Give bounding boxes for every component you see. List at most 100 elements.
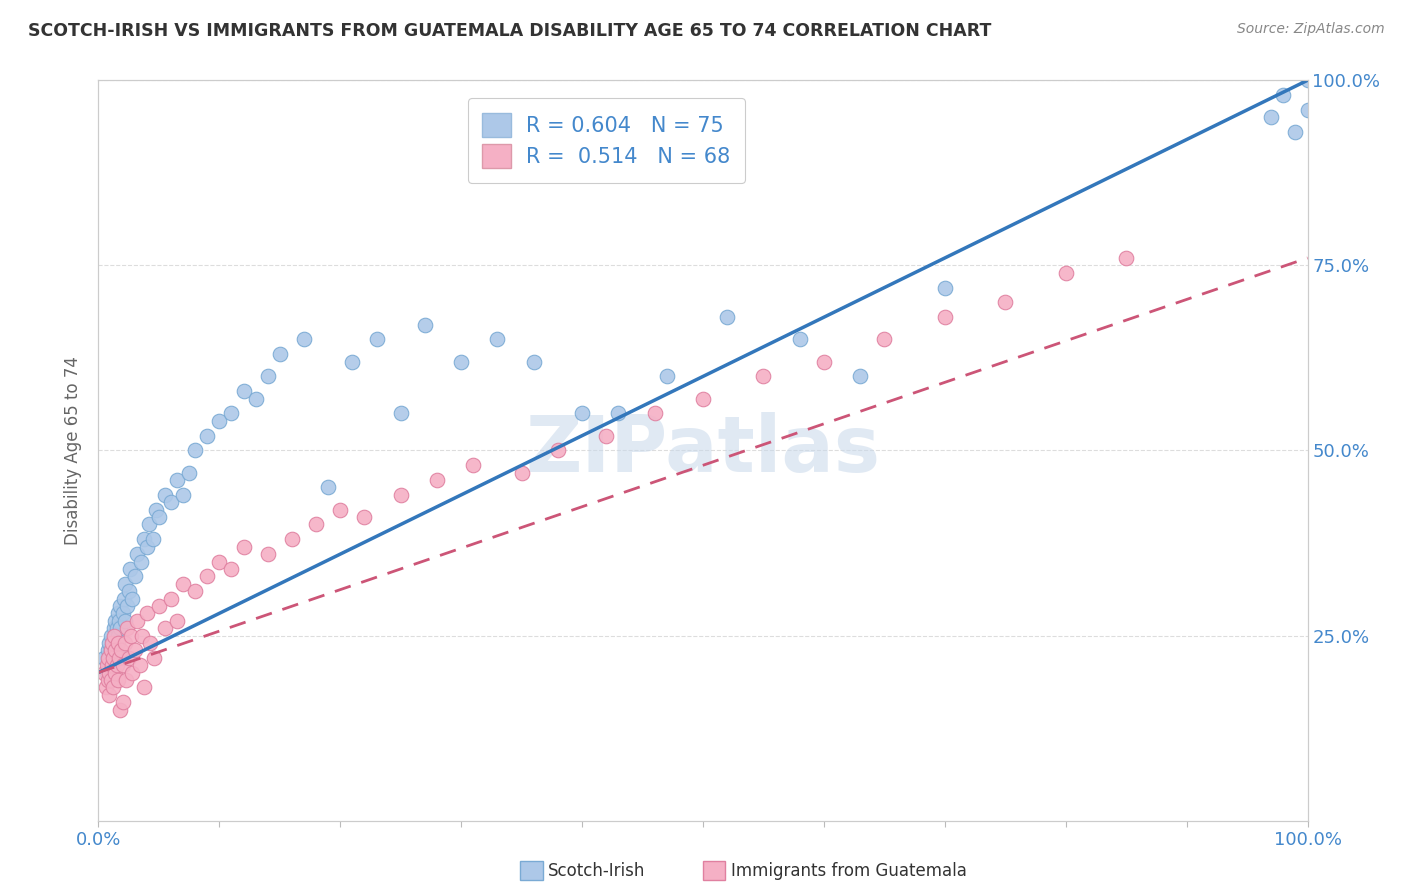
Point — [103, 628, 125, 642]
Point — [108, 650, 131, 665]
Point — [100, 658, 122, 673]
Point — [96, 658, 118, 673]
Point — [135, 607, 157, 621]
Legend: R = 0.604   N = 75, R =  0.514   N = 68: R = 0.604 N = 75, R = 0.514 N = 68 — [468, 98, 745, 183]
Point — [148, 510, 170, 524]
Point — [108, 621, 131, 635]
Point — [389, 407, 412, 421]
Point — [118, 562, 141, 576]
Point — [389, 488, 412, 502]
Point — [97, 650, 120, 665]
Point — [134, 681, 156, 695]
Point — [115, 673, 138, 687]
Point — [1115, 251, 1137, 265]
Point — [117, 621, 139, 635]
Point — [366, 332, 388, 346]
Point — [143, 650, 166, 665]
Point — [129, 555, 152, 569]
Point — [292, 332, 315, 346]
Point — [655, 369, 678, 384]
Point — [107, 607, 129, 621]
Point — [120, 628, 142, 642]
Point — [195, 428, 218, 442]
Text: Scotch-Irish: Scotch-Irish — [548, 862, 645, 880]
Point — [221, 407, 243, 421]
Point — [98, 636, 121, 650]
Point — [127, 614, 149, 628]
Point — [121, 665, 143, 680]
Point — [101, 681, 124, 695]
Point — [813, 354, 835, 368]
Point — [101, 636, 124, 650]
Text: Source: ZipAtlas.com: Source: ZipAtlas.com — [1237, 22, 1385, 37]
Point — [98, 665, 121, 680]
Point — [934, 310, 956, 325]
Point — [413, 318, 436, 332]
Point — [1272, 88, 1295, 103]
Point — [111, 658, 134, 673]
Point — [114, 636, 136, 650]
Point — [139, 636, 162, 650]
Point — [994, 295, 1017, 310]
Point — [93, 665, 115, 680]
Point — [145, 502, 167, 516]
Point — [105, 621, 128, 635]
Point — [1260, 111, 1282, 125]
Point — [121, 591, 143, 606]
Point — [153, 621, 176, 635]
Point — [142, 533, 165, 547]
Point — [221, 562, 243, 576]
Point — [153, 488, 176, 502]
Point — [184, 443, 207, 458]
Point — [100, 636, 122, 650]
Point — [104, 628, 127, 642]
Point — [112, 591, 135, 606]
Point — [100, 673, 122, 687]
Point — [523, 354, 546, 368]
Point — [329, 502, 352, 516]
Point — [1284, 125, 1306, 139]
Point — [124, 569, 146, 583]
Point — [114, 614, 136, 628]
Point — [111, 607, 134, 621]
Point — [849, 369, 872, 384]
Point — [94, 681, 117, 695]
Point — [148, 599, 170, 613]
Point — [1296, 73, 1319, 87]
Point — [486, 332, 509, 346]
Point — [305, 517, 328, 532]
Point — [108, 614, 131, 628]
Point — [138, 517, 160, 532]
Point — [107, 628, 129, 642]
Point — [934, 280, 956, 294]
Point — [100, 643, 122, 657]
Point — [98, 688, 121, 702]
Point — [97, 673, 120, 687]
Point — [118, 584, 141, 599]
Point — [195, 569, 218, 583]
Point — [256, 547, 278, 561]
Point — [172, 488, 194, 502]
Point — [104, 614, 127, 628]
Point — [105, 636, 128, 650]
Point — [111, 650, 134, 665]
Point — [114, 576, 136, 591]
Point — [426, 473, 449, 487]
Point — [128, 658, 150, 673]
Point — [104, 643, 127, 657]
Point — [510, 466, 533, 480]
Point — [127, 547, 149, 561]
Point — [571, 407, 593, 421]
Point — [232, 384, 254, 399]
Point — [103, 621, 125, 635]
Point — [100, 643, 122, 657]
Point — [166, 473, 188, 487]
Point — [269, 347, 291, 361]
Point — [160, 495, 183, 509]
Point — [98, 650, 121, 665]
Point — [160, 591, 183, 606]
Point — [1054, 266, 1077, 280]
Point — [716, 310, 738, 325]
Point — [100, 673, 122, 687]
Point — [450, 354, 472, 368]
